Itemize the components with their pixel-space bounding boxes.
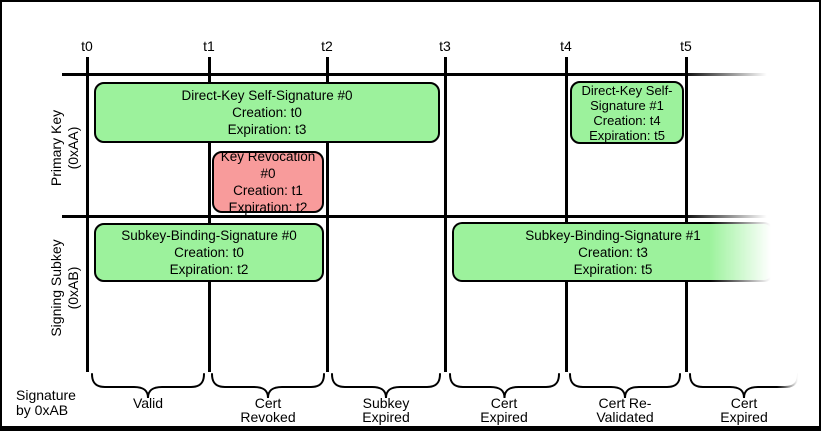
direct-key-self-signature-1-box: Direct-Key Self- Signature #1 Creation: … — [570, 81, 684, 144]
signing-subkey-row-label-line1: Signing Subkey — [48, 239, 64, 337]
signature-box-expiration: Expiration: t2 — [169, 262, 249, 277]
interval-label-cert-expired-1: Cert Expired — [448, 396, 560, 424]
tick-line-t3 — [444, 57, 447, 372]
interval-label-cert-revalidated: Cert Re- Validated — [569, 396, 681, 424]
interval-label-line2: Expired — [480, 409, 528, 425]
signature-box-creation: Creation: t1 — [233, 183, 303, 198]
interval-label-line1: Cert — [254, 395, 282, 411]
interval-brace-cert-expired-1 — [449, 373, 560, 399]
interval-label-line1: Cert — [490, 395, 518, 411]
signature-box-creation: Creation: t3 — [578, 244, 648, 260]
interval-label-valid: Valid — [92, 396, 204, 410]
interval-label-line2: Expired — [720, 409, 768, 425]
signature-box-expiration: Expiration: t3 — [227, 122, 307, 137]
interval-label-subkey-expired: Subkey Expired — [330, 396, 442, 424]
signature-box-expiration: Expiration: t2 — [228, 200, 308, 215]
interval-brace-cert-expired-2 — [689, 373, 799, 399]
tick-label-t0: t0 — [81, 38, 93, 54]
interval-label-line1: Cert — [730, 395, 758, 411]
signature-box-title: Subkey-Binding-Signature #1 — [525, 227, 701, 243]
interval-label-line1: Valid — [132, 395, 164, 411]
signing-subkey-row-label: Signing Subkey (0xAB) — [48, 223, 82, 353]
interval-label-line2: Expired — [362, 409, 410, 425]
key-revocation-0-box: Key Revocation #0 Creation: t1 Expiratio… — [212, 149, 324, 215]
tick-line-t4 — [565, 57, 568, 372]
primary-key-row-label: Primary Key (0xAA) — [48, 83, 82, 213]
signature-box-title: Direct-Key Self-Signature #0 — [181, 88, 353, 103]
primary-key-timeline-line — [62, 73, 774, 76]
signature-box-title-line1: Direct-Key Self- — [581, 82, 673, 98]
signature-box-creation: Creation: t0 — [232, 105, 302, 120]
interval-label-cert-revoked: Cert Revoked — [212, 396, 324, 424]
interval-label-line2: Validated — [596, 409, 654, 425]
signature-box-expiration: Expiration: t5 — [589, 127, 665, 143]
direct-key-self-signature-0-box: Direct-Key Self-Signature #0 Creation: t… — [94, 82, 440, 143]
signature-axis-label-line1: Signature — [16, 387, 76, 403]
signature-box-title: Subkey-Binding-Signature #0 — [121, 228, 297, 243]
primary-key-row-label-line1: Primary Key — [48, 109, 64, 187]
subkey-binding-signature-1-box: Subkey-Binding-Signature #1 Creation: t3… — [452, 222, 774, 282]
tick-label-t3: t3 — [439, 38, 451, 54]
signing-subkey-timeline-line — [62, 215, 774, 218]
interval-brace-cert-revoked — [211, 373, 325, 399]
signature-box-title-line2: Signature #1 — [590, 97, 664, 113]
tick-line-t1 — [208, 57, 211, 372]
interval-brace-subkey-expired — [331, 373, 441, 399]
signature-box-expiration: Expiration: t5 — [573, 261, 653, 277]
interval-label-cert-expired-2: Cert Expired — [688, 396, 800, 424]
tick-label-t2: t2 — [321, 38, 333, 54]
tick-label-t1: t1 — [203, 38, 215, 54]
signature-box-title: Key Revocation #0 — [220, 149, 316, 181]
tick-line-t2 — [326, 57, 329, 372]
interval-label-line1: Cert Re- — [598, 395, 652, 411]
signature-box-creation: Creation: t4 — [593, 112, 661, 128]
interval-brace-cert-revalidated — [569, 373, 681, 399]
tick-label-t4: t4 — [560, 38, 572, 54]
interval-label-line1: Subkey — [362, 395, 410, 411]
primary-key-row-label-line2: (0xAA) — [65, 126, 81, 170]
tick-label-t5: t5 — [680, 38, 692, 54]
interval-brace-valid — [91, 373, 205, 399]
signature-axis-label-line2: by 0xAB — [16, 402, 69, 418]
tick-line-t0 — [86, 57, 89, 372]
signing-subkey-row-label-line2: (0xAB) — [65, 266, 81, 310]
signature-box-creation: Creation: t0 — [174, 245, 244, 260]
interval-label-line2: Revoked — [240, 409, 296, 425]
subkey-binding-signature-0-box: Subkey-Binding-Signature #0 Creation: t0… — [94, 223, 324, 282]
signature-by-0xab-label: Signature by 0xAB — [16, 388, 76, 418]
tick-line-t5 — [685, 57, 688, 372]
